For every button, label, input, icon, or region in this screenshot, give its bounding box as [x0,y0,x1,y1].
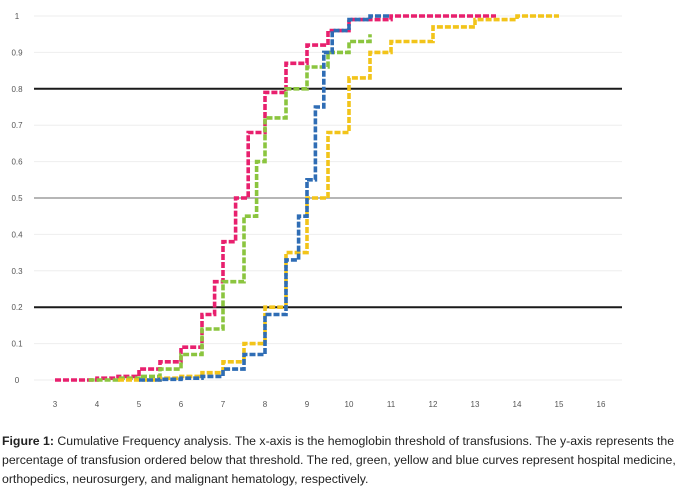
y-tick-label: 0.4 [11,230,23,239]
figure-caption: Figure 1: Cumulative Frequency analysis.… [2,432,698,489]
series-line-4 [139,14,391,382]
series-line-2 [88,34,372,382]
x-tick-label: 10 [345,400,354,409]
y-tick-label: 0 [15,376,20,385]
y-tick-labels: 0 0.1 0.2 0.3 0.4 0.5 0.6 0.7 0.8 0.9 1 [11,12,23,385]
y-tick-label: 0.8 [11,85,23,94]
x-tick-label: 7 [221,400,226,409]
x-tick-label: 4 [95,400,100,409]
y-tick-label: 0.6 [11,158,23,167]
y-tick-label: 0.7 [11,121,23,130]
y-tick-label: 0.3 [11,267,23,276]
series-line-3 [118,14,559,382]
x-tick-label: 11 [387,400,396,409]
y-tick-label: 0.5 [11,194,23,203]
cumulative-frequency-chart: 0 0.1 0.2 0.3 0.4 0.5 0.6 0.7 0.8 0.9 1 3 4 5 6 7 8 9 10 1… [11,12,622,409]
x-tick-label: 16 [597,400,606,409]
x-tick-label: 15 [555,400,564,409]
caption-label: Figure 1: [2,434,54,448]
x-tick-label: 9 [305,400,310,409]
x-tick-label: 8 [263,400,268,409]
x-tick-label: 3 [53,400,58,409]
series-group [55,14,559,382]
x-tick-label: 5 [137,400,142,409]
x-tick-label: 13 [471,400,480,409]
x-tick-label: 14 [513,400,522,409]
y-tick-label: 1 [15,12,20,21]
x-tick-label: 6 [179,400,184,409]
x-tick-labels: 3 4 5 6 7 8 9 10 11 12 13 14 15 16 [53,400,606,409]
series-line-1 [55,14,496,382]
y-tick-label: 0.1 [11,340,23,349]
y-tick-label: 0.9 [11,48,23,57]
x-tick-label: 12 [429,400,438,409]
caption-text: Cumulative Frequency analysis. The x-axi… [2,434,676,486]
y-tick-label: 0.2 [11,303,23,312]
